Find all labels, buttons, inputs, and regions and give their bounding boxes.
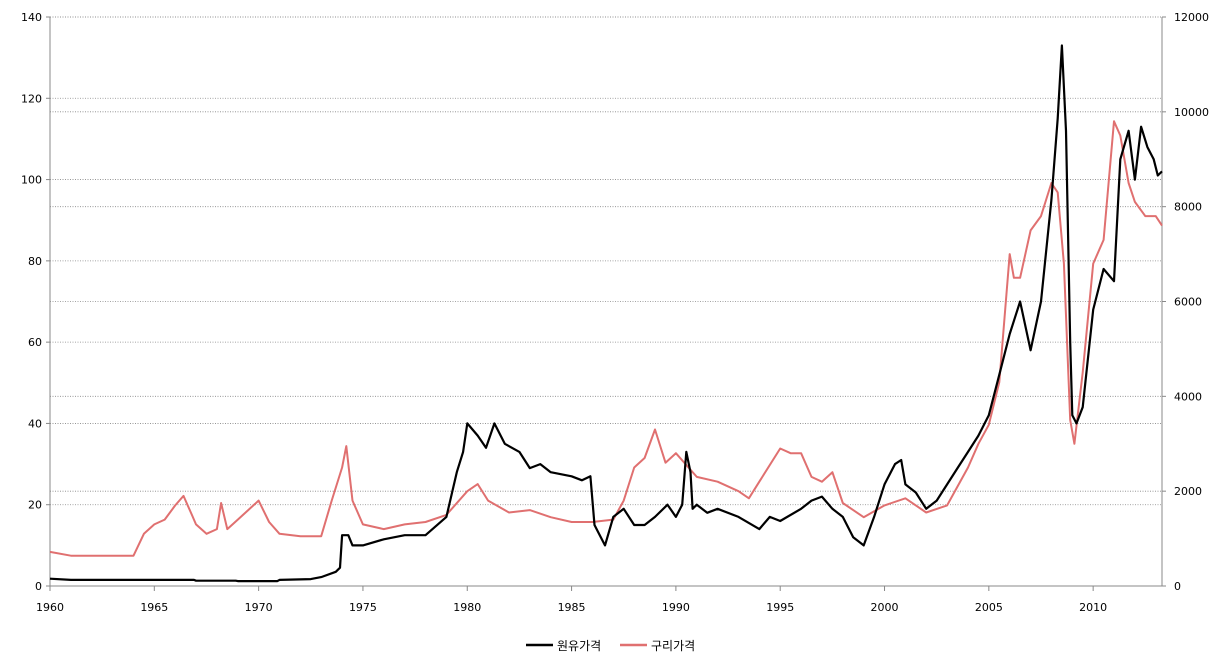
x-axis: 1960 1965 1970 1975 1980 1985 1990 1995 2000 2005… bbox=[36, 585, 1162, 614]
x-tick-label: 1975 bbox=[349, 601, 377, 614]
left-tick-label: 100 bbox=[21, 174, 42, 187]
series-layer bbox=[49, 44, 1163, 583]
right-tick-label: 4000 bbox=[1174, 390, 1202, 403]
x-tick-label: 1990 bbox=[662, 601, 690, 614]
x-tick-label: 2000 bbox=[871, 601, 899, 614]
x-tick-label: 1970 bbox=[245, 601, 273, 614]
x-tick-label: 1995 bbox=[766, 601, 794, 614]
right-tick-label: 12000 bbox=[1174, 11, 1209, 24]
left-tick-label: 60 bbox=[28, 336, 42, 349]
x-tick-label: 1960 bbox=[36, 601, 64, 614]
right-axis: 0 2000 4000 6000 8000 10000 12000 bbox=[1161, 11, 1209, 593]
left-tick-label: 0 bbox=[35, 580, 42, 593]
left-tick-label: 40 bbox=[28, 417, 42, 430]
left-axis: 0 20 40 60 80 100 120 140 bbox=[21, 11, 51, 593]
grid-lines bbox=[50, 16, 1162, 506]
right-tick-label: 6000 bbox=[1174, 296, 1202, 309]
right-tick-label: 8000 bbox=[1174, 201, 1202, 214]
legend-label-crude-oil: 원유가격 bbox=[557, 639, 601, 653]
left-tick-label: 140 bbox=[21, 11, 42, 24]
x-tick-label: 2005 bbox=[975, 601, 1003, 614]
series-line-copper bbox=[49, 120, 1163, 557]
right-tick-label: 2000 bbox=[1174, 485, 1202, 498]
right-tick-label: 0 bbox=[1174, 580, 1181, 593]
left-tick-label: 80 bbox=[28, 255, 42, 268]
x-tick-label: 1980 bbox=[453, 601, 481, 614]
x-tick-label: 2010 bbox=[1079, 601, 1107, 614]
left-tick-label: 20 bbox=[28, 499, 42, 512]
legend: 원유가격 구리가격 bbox=[526, 639, 695, 653]
x-tick-label: 1965 bbox=[140, 601, 168, 614]
x-tick-label: 1985 bbox=[558, 601, 586, 614]
left-tick-label: 120 bbox=[21, 92, 42, 105]
right-tick-label: 10000 bbox=[1174, 106, 1209, 119]
legend-label-copper: 구리가격 bbox=[651, 639, 695, 653]
series-line-crude-oil bbox=[49, 44, 1163, 583]
